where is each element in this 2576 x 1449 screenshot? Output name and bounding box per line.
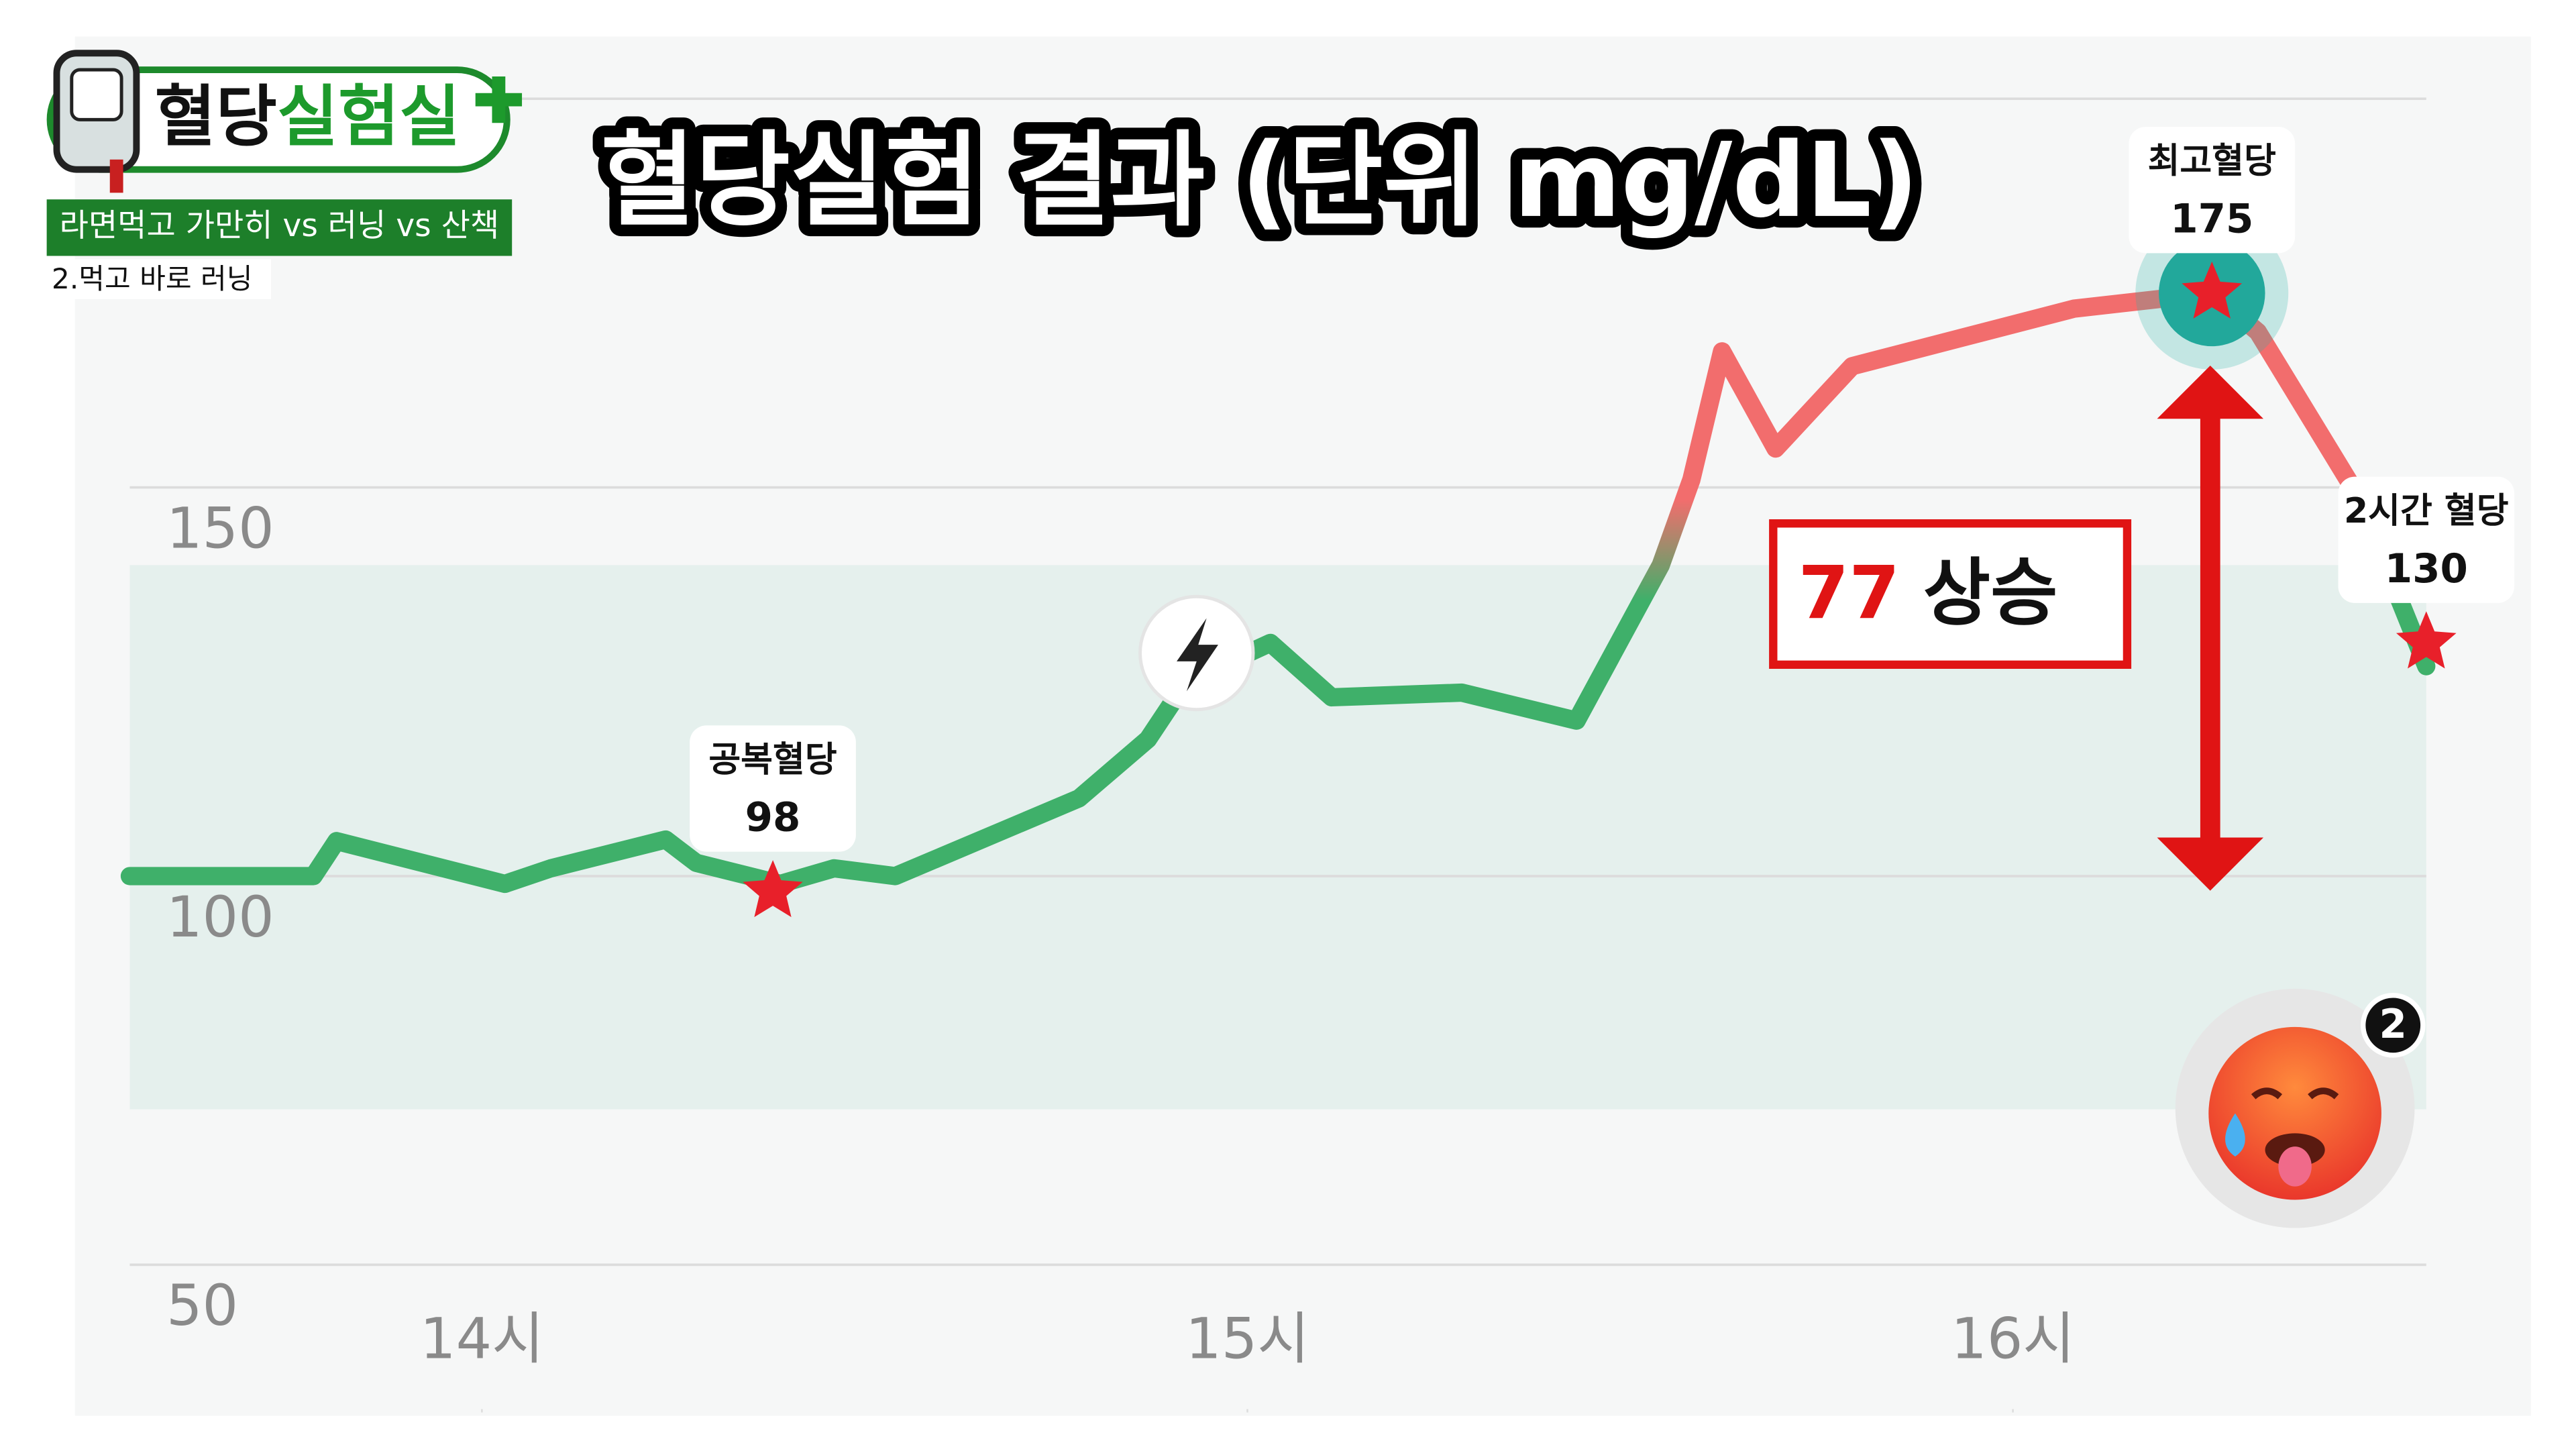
annotation-value: 130 <box>2385 546 2468 592</box>
logo <box>46 50 523 193</box>
brand-name-green: 실험실 <box>277 78 460 156</box>
meal-marker <box>1138 594 1255 712</box>
annotation-star <box>2396 611 2457 669</box>
y-tick-label: 150 <box>166 495 274 561</box>
annotation-star <box>743 860 803 918</box>
rise-text: 상승 <box>1923 551 2058 636</box>
series-title-bar <box>46 199 513 256</box>
chart-title: 혈당실험 결과 (단위 mg/dL) <box>600 121 1919 241</box>
y-tick-label: 50 <box>166 1273 238 1338</box>
brand-name: 혈당실험실 <box>155 78 461 156</box>
episode-bg <box>46 259 272 299</box>
x-tick-label: 16시 <box>1951 1305 2075 1371</box>
annotation-label: 최고혈당 <box>2148 142 2276 182</box>
brand-name-dark: 혈당 <box>155 78 277 156</box>
annotation-box <box>2129 127 2296 254</box>
episode: 2.먹고 바로 러닝 <box>52 262 252 295</box>
rise-value: 77 <box>1798 551 1900 636</box>
x-tick-label: 15시 <box>1185 1305 1309 1371</box>
rise-box <box>1769 519 2132 669</box>
emoji: 2 <box>2175 988 2426 1228</box>
y-tick-label: 100 <box>166 884 274 950</box>
annotation-value: 98 <box>745 795 801 841</box>
badge: 2 <box>2379 1002 2407 1048</box>
x-tick-label: 14시 <box>420 1305 544 1371</box>
annotation-label: 2시간 혈당 <box>2344 491 2509 531</box>
series-title: 라면먹고 가만히 vs 러닝 vs 산책 <box>60 207 500 244</box>
annotation-value: 175 <box>2170 196 2253 242</box>
rise-arrow <box>2157 365 2264 891</box>
annotation-star <box>2182 261 2243 319</box>
annotation-label: 공복혈당 <box>708 740 837 780</box>
rise-label: 77 상승 <box>1798 551 2057 636</box>
annotation-box <box>2338 476 2515 603</box>
annotation-box <box>690 725 856 852</box>
